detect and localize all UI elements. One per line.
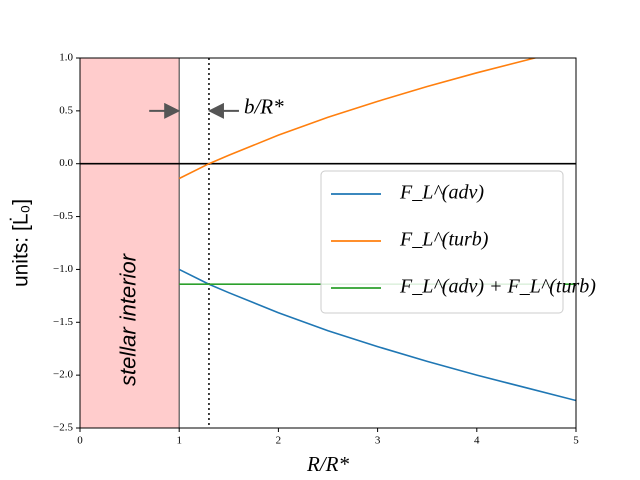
x-tick-label: 4 [474,435,480,447]
y-tick-label: 0.0 [59,157,73,169]
region-annotation: stellar interior [115,252,140,386]
y-tick-label: −1.5 [53,316,73,328]
y-tick-label: −0.5 [53,210,73,222]
x-tick-label: 5 [573,435,579,447]
y-axis-label: units: [L̇₀] [10,199,33,287]
axes-frame [79,57,577,429]
legend-label: F_L^(adv) [399,182,484,204]
y-tick-label: 0.5 [59,104,73,116]
legend-box [320,170,564,314]
y-tick-label: 1.0 [59,52,73,64]
x-tick-label: 1 [176,435,182,447]
x-tick-label: 2 [276,435,282,447]
plot-area [80,58,576,428]
x-tick-label: 3 [375,435,381,447]
stellar-interior-region [80,58,180,428]
series-line [178,58,538,180]
x-axis-label: R/R* [306,452,349,476]
y-tick-label: −1.0 [53,263,73,275]
x-tick-label: 0 [77,435,83,447]
series-line [178,268,576,402]
y-tick-label: −2.0 [53,369,73,381]
y-tick-label: −2.5 [53,422,73,434]
legend-label: F_L^(adv) + F_L^(turb) [399,276,596,298]
legend-label: F_L^(turb) [399,229,489,251]
marker-annotation: b/R* [244,95,284,119]
